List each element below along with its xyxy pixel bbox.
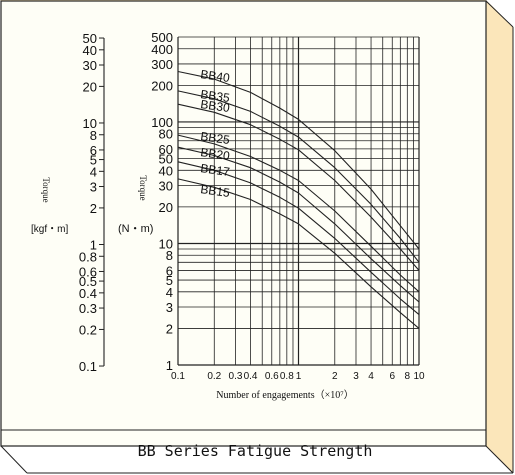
series-line [177,90,420,263]
y-tick-label: 8 [166,248,173,263]
frame-edge [0,445,28,474]
series-label: BB15 [200,182,231,200]
y2-tick-label: 0.5 [79,274,97,289]
x-tick-label: 0.2 [207,371,221,382]
series-line [177,161,420,316]
y-tick-label: 3 [166,300,173,315]
series-label: BB35 [200,87,231,105]
y2-tick-label: 20 [83,79,97,94]
y-tick-label: 400 [151,42,173,57]
x-tick-label: 3 [353,371,359,382]
chart-caption: BB Series Fatigue Strength [137,442,373,460]
series-label: BB25 [200,129,231,147]
series-label: BB40 [200,67,231,85]
y2-tick-label: 3 [90,180,97,195]
x-tick-labels: 0.1 0.2 0.3 0.4 0.6 0.8 1 2 3 4 6 8 10 [171,371,425,382]
y-tick-label: 50 [159,152,173,167]
y2-tick-label: 6 [90,143,97,158]
y-tick-label: 40 [159,163,173,178]
x-tick-label: 6 [389,371,395,382]
y2-tick-label: 4 [90,164,97,179]
x-tick-label: 0.6 [265,371,279,382]
y2-axis-unit: [kgf・m] [31,224,68,235]
y2-tick-label: 0.4 [79,286,97,301]
series-line [177,146,420,303]
series-line [177,134,420,293]
y2-tick-label: 0.2 [79,322,97,337]
series-line [177,70,420,250]
y2-tick-label: 0.8 [79,249,97,264]
y2-tick-label: 0.6 [79,264,97,279]
plot-grid [177,36,420,366]
x-tick-label: 2 [332,371,338,382]
y2-axis-title: Torque [41,177,51,202]
frame-edge [485,445,514,474]
y-tick-label: 80 [159,127,173,142]
y-tick-label: 60 [159,142,173,157]
y-tick-label: 5 [166,273,173,288]
x-axis-title: Number of engagements（×10⁷） [216,389,353,401]
series-label: BB30 [200,97,231,115]
y-tick-label: 100 [151,115,173,130]
frame-edge [485,0,514,28]
series-line [177,178,420,329]
y2-tick-label: 2 [90,201,97,216]
y2-tick-label: 0.3 [79,301,97,316]
x-tick-label: 4 [368,371,374,382]
y-axis-title: Torque [138,175,148,200]
y-tick-label: 200 [151,78,173,93]
x-tick-label: 8 [405,371,411,382]
y2-tick-label: 0.1 [79,359,97,374]
series-label: BB17 [200,161,231,179]
y2-tick-label: 8 [90,128,97,143]
y-tick-label: 500 [151,30,173,45]
y-tick-label: 300 [151,57,173,72]
series-label: BB20 [200,145,231,163]
x-tick-label: 0.1 [171,371,185,382]
y2-tick-label: 40 [83,43,97,58]
y2-tick-label: 30 [83,58,97,73]
y2-tick-label: 10 [83,116,97,131]
series-line [177,103,420,271]
x-tick-label: 0.3 [229,371,243,382]
y2-tick-label: 1 [90,238,97,253]
y-tick-label: 10 [159,236,173,251]
x-tick-label: 0.4 [244,371,258,382]
y-tick-label: 2 [166,321,173,336]
y-tick-label: 6 [166,263,173,278]
y2-tick-label: 50 [83,31,97,46]
y-tick-label: 4 [166,285,173,300]
chart-panel [0,0,487,447]
y-tick-label: 30 [159,178,173,193]
y-tick-label: 1 [166,358,173,373]
y-axis-unit: (N・m) [118,223,153,235]
y-tick-label: 20 [159,200,173,215]
frame-right-bevel [486,0,513,473]
y2-tick-label: 5 [90,153,97,168]
x-tick-label: 1 [296,371,302,382]
x-tick-label: 10 [413,371,425,382]
x-tick-label: 0.8 [280,371,294,382]
